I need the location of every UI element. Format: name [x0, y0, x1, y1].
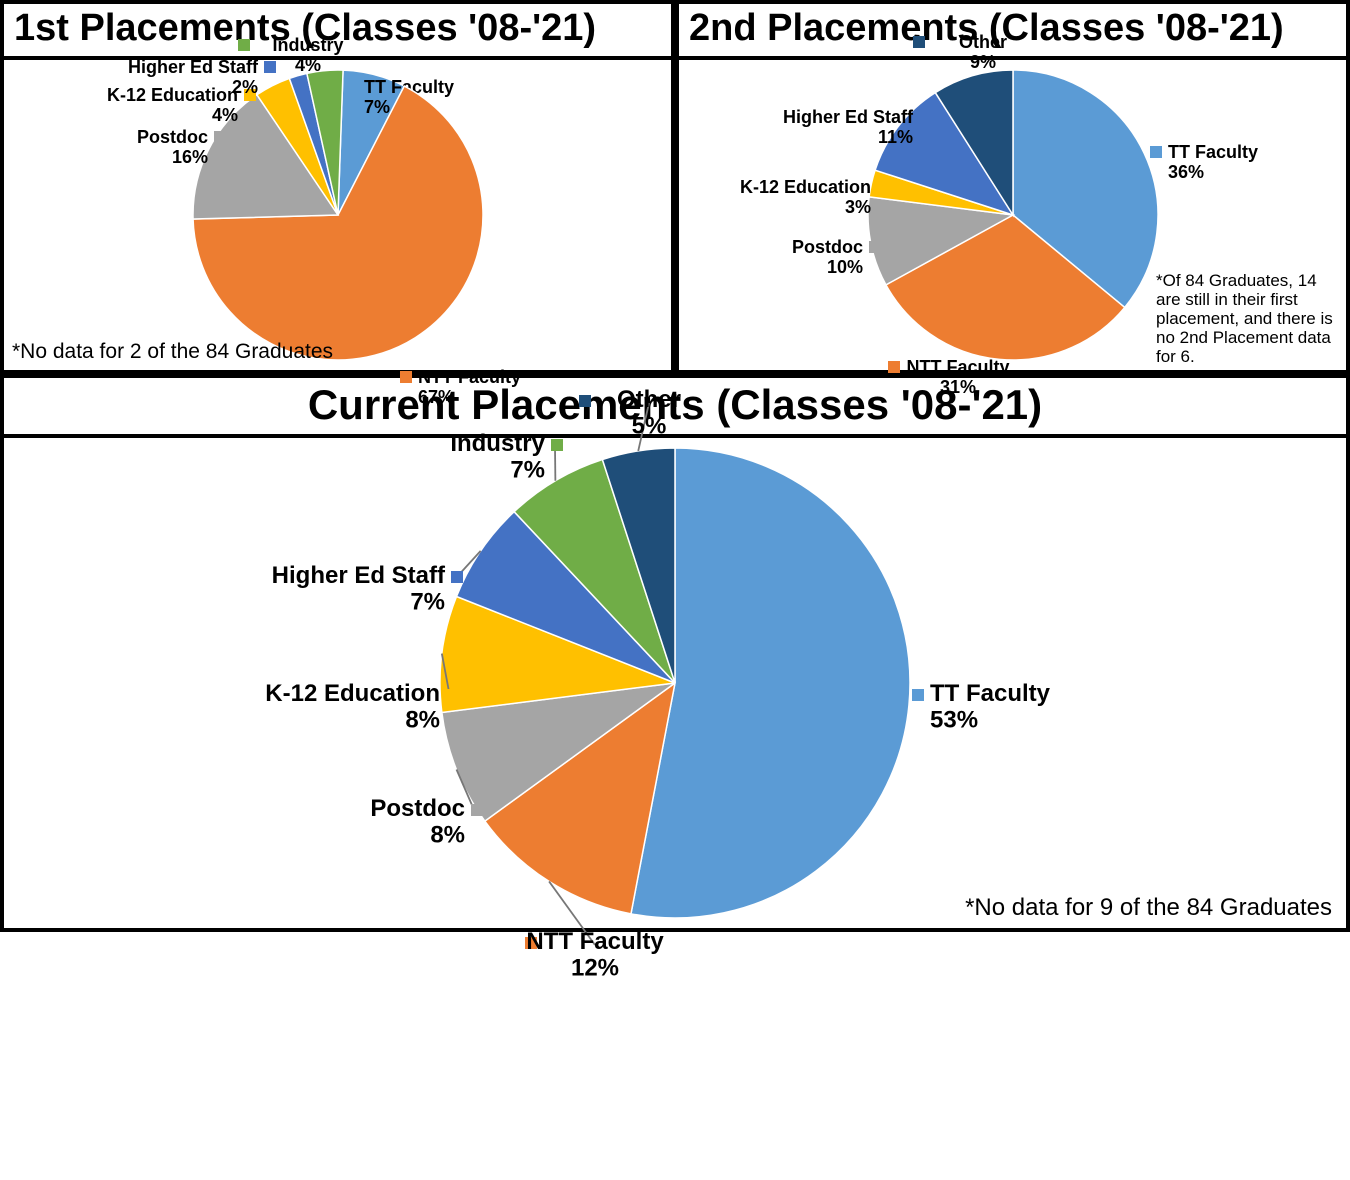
swatch-current-2: [471, 804, 483, 816]
panel-second-placements: 2nd Placements (Classes '08-'21) TT Facu…: [675, 0, 1350, 374]
dashboard-grid: 1st Placements (Classes '08-'21) TT Facu…: [0, 0, 1350, 932]
pie-chart-second: TT Faculty36%NTT Faculty31%Postdoc10%K-1…: [868, 70, 1158, 360]
footnote-second: *Of 84 Graduates, 14 are still in their …: [1156, 271, 1342, 366]
slice-label-current-4: Higher Ed Staff7%: [272, 562, 446, 615]
swatch-current-3: [446, 689, 458, 701]
slice-label-second-3: K-12 Education3%: [739, 177, 870, 217]
panel-first-placements: 1st Placements (Classes '08-'21) TT Facu…: [0, 0, 675, 374]
slice-label-current-1: NTT Faculty12%: [526, 928, 664, 981]
swatch-current-5: [551, 439, 563, 451]
slice-label-second-5: Other9%: [958, 32, 1006, 72]
swatch-second-0: [1150, 146, 1162, 158]
swatch-second-3: [877, 181, 889, 193]
swatch-first-0: [346, 81, 358, 93]
footnote-first: *No data for 2 of the 84 Graduates: [12, 340, 333, 364]
slice-label-second-0: TT Faculty36%: [1168, 142, 1258, 182]
swatch-first-4: [264, 61, 276, 73]
slice-label-current-0: TT Faculty53%: [930, 680, 1051, 733]
slice-label-second-2: Postdoc10%: [791, 237, 862, 277]
slice-label-first-3: K-12 Education4%: [106, 85, 237, 125]
panel-body-first: TT Faculty7%NTT Faculty67%Postdoc16%K-12…: [4, 60, 671, 370]
pie-chart-first: TT Faculty7%NTT Faculty67%Postdoc16%K-12…: [193, 70, 483, 360]
swatch-first-1: [400, 371, 412, 383]
slice-label-current-5: Industry7%: [450, 430, 545, 483]
pie-chart-current: TT Faculty53%NTT Faculty12%Postdoc8%K-12…: [440, 448, 910, 918]
slice-label-current-2: Postdoc8%: [370, 795, 465, 848]
footnote-current: *No data for 9 of the 84 Graduates: [965, 894, 1332, 922]
slice-label-first-2: Postdoc16%: [136, 127, 207, 167]
panel-title-second: 2nd Placements (Classes '08-'21): [679, 4, 1346, 60]
panel-current-placements: Current Placements (Classes '08-'21) TT …: [0, 374, 1350, 932]
swatch-current-0: [912, 689, 924, 701]
swatch-first-5: [238, 39, 250, 51]
slice-label-first-5: Industry4%: [272, 35, 343, 75]
swatch-first-2: [214, 131, 226, 143]
slice-label-current-3: K-12 Education8%: [265, 680, 440, 733]
swatch-current-6: [579, 395, 591, 407]
slice-label-second-4: Higher Ed Staff11%: [782, 107, 913, 147]
swatch-second-2: [869, 241, 881, 253]
swatch-second-4: [919, 111, 931, 123]
swatch-second-5: [913, 36, 925, 48]
swatch-second-1: [888, 361, 900, 373]
panel-body-current: TT Faculty53%NTT Faculty12%Postdoc8%K-12…: [4, 438, 1346, 928]
swatch-current-4: [451, 571, 463, 583]
panel-body-second: TT Faculty36%NTT Faculty31%Postdoc10%K-1…: [679, 60, 1346, 370]
